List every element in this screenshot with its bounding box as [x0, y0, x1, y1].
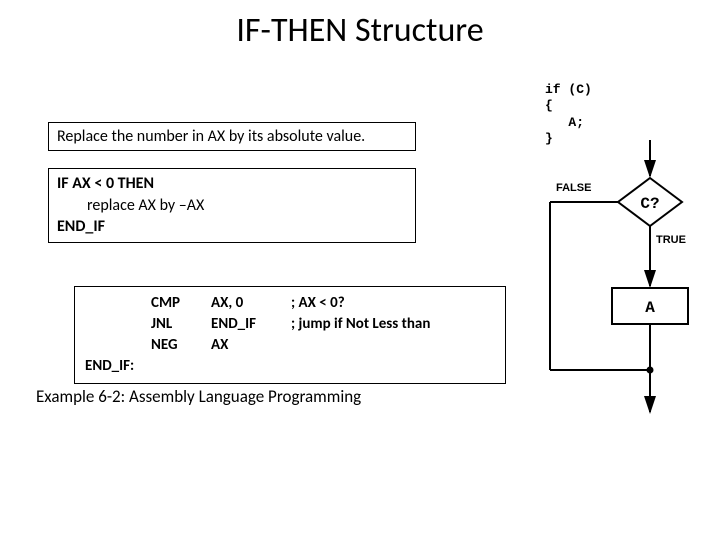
flowchart-svg: C? A: [520, 140, 710, 420]
asm-operands: [211, 356, 291, 377]
pseudocode-box: IF AX < 0 THEN replace AX by –AX END_IF: [48, 168, 416, 243]
action-text: A: [645, 299, 655, 317]
asm-label: [85, 314, 151, 335]
asm-mnemonic: [151, 356, 211, 377]
asm-operands: AX: [211, 335, 291, 356]
asm-comment: ; jump if Not Less than: [291, 314, 430, 335]
asm-label: [85, 293, 151, 314]
asm-row: END_IF:: [85, 356, 495, 377]
pseudocode-line: IF AX < 0 THEN: [57, 173, 407, 195]
pseudocode-line: replace AX by –AX: [57, 195, 407, 217]
c-code-snippet: if (C) { A; }: [545, 82, 592, 147]
false-label: FALSE: [556, 182, 591, 194]
assembly-box: CMP AX, 0 ; AX < 0? JNL END_IF ; jump if…: [74, 286, 506, 384]
flowchart: C? A FALSE TRUE: [520, 140, 710, 420]
true-label: TRUE: [656, 234, 686, 246]
asm-row: NEG AX: [85, 335, 495, 356]
asm-row: JNL END_IF ; jump if Not Less than: [85, 314, 495, 335]
asm-row: CMP AX, 0 ; AX < 0?: [85, 293, 495, 314]
asm-operands: END_IF: [211, 314, 291, 335]
asm-label: END_IF:: [85, 356, 151, 377]
asm-mnemonic: JNL: [151, 314, 211, 335]
slide-title: IF-THEN Structure: [0, 10, 720, 51]
asm-mnemonic: NEG: [151, 335, 211, 356]
decision-text: C?: [640, 195, 659, 213]
asm-label: [85, 335, 151, 356]
pseudocode-line: END_IF: [57, 216, 407, 238]
example-caption: Example 6-2: Assembly Language Programmi…: [36, 386, 361, 407]
description-box: Replace the number in AX by its absolute…: [48, 122, 416, 151]
asm-comment: ; AX < 0?: [291, 293, 345, 314]
asm-mnemonic: CMP: [151, 293, 211, 314]
asm-operands: AX, 0: [211, 293, 291, 314]
